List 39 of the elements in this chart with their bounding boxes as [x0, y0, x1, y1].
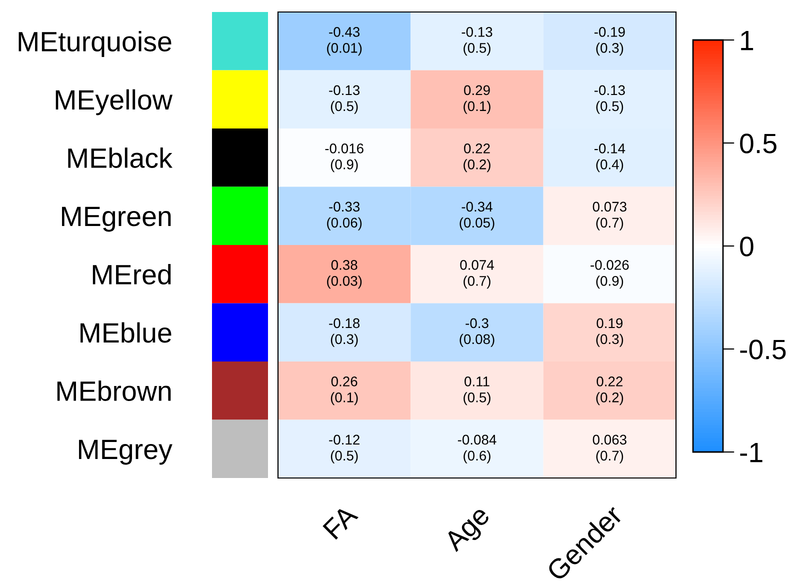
- data-label: -0.34 (0.05): [460, 202, 494, 230]
- y-tick-label: MEbrown: [57, 380, 171, 401]
- data-label: 0.19 (0.3): [596, 318, 624, 347]
- y-tick-label: MEblue: [80, 322, 172, 343]
- data-label: -0.14 (0.4): [594, 144, 626, 172]
- y-tick-label: MEgrey: [79, 440, 172, 465]
- data-label: -0.12 (0.5): [329, 434, 360, 464]
- data-label: 0.38 (0.03): [327, 260, 362, 289]
- data-label: -0.084 (0.6): [458, 434, 496, 464]
- data-label: -0.18 (0.3): [329, 318, 360, 347]
- y-tick-label: MEyellow: [56, 89, 173, 116]
- data-label: -0.13 (0.5): [329, 85, 360, 114]
- y-tick-label: MEturquoise: [18, 31, 172, 57]
- y-tick-label: MEgreen: [62, 206, 171, 232]
- x-tick-label: FA: [322, 504, 359, 540]
- color-bar-label: -1: [740, 442, 762, 462]
- data-label: -0.13 (0.5): [462, 27, 492, 56]
- data-label: -0.016 (0.9): [325, 144, 364, 172]
- data-label: 0.26 (0.1): [330, 376, 358, 406]
- data-label: -0.3 (0.08): [460, 318, 494, 347]
- color-bar-label: 0: [740, 236, 754, 256]
- data-label: 0.22 (0.2): [596, 376, 624, 406]
- color-bar-label: -0.5: [740, 340, 786, 360]
- data-label: 0.073 (0.7): [592, 202, 626, 230]
- data-label: -0.13 (0.5): [594, 85, 625, 114]
- data-label: 0.074 (0.7): [460, 260, 494, 289]
- data-label: 0.22 (0.2): [464, 144, 490, 172]
- data-label: -0.026 (0.9): [590, 260, 629, 289]
- data-label: 0.11 (0.5): [464, 376, 490, 406]
- y-tick-label: MEblack: [68, 148, 172, 168]
- y-tick-label: MEred: [92, 264, 171, 284]
- data-label: -0.43 (0.01): [327, 27, 362, 56]
- color-bar-label: 0.5: [740, 134, 776, 154]
- data-label: -0.33 (0.06): [327, 202, 362, 230]
- data-label: -0.19 (0.3): [594, 27, 625, 56]
- x-tick-label: Age: [442, 504, 494, 556]
- color-bar-label: 1: [741, 30, 754, 50]
- data-label: 0.29 (0.1): [464, 85, 490, 114]
- data-label: 0.063 (0.7): [592, 434, 626, 464]
